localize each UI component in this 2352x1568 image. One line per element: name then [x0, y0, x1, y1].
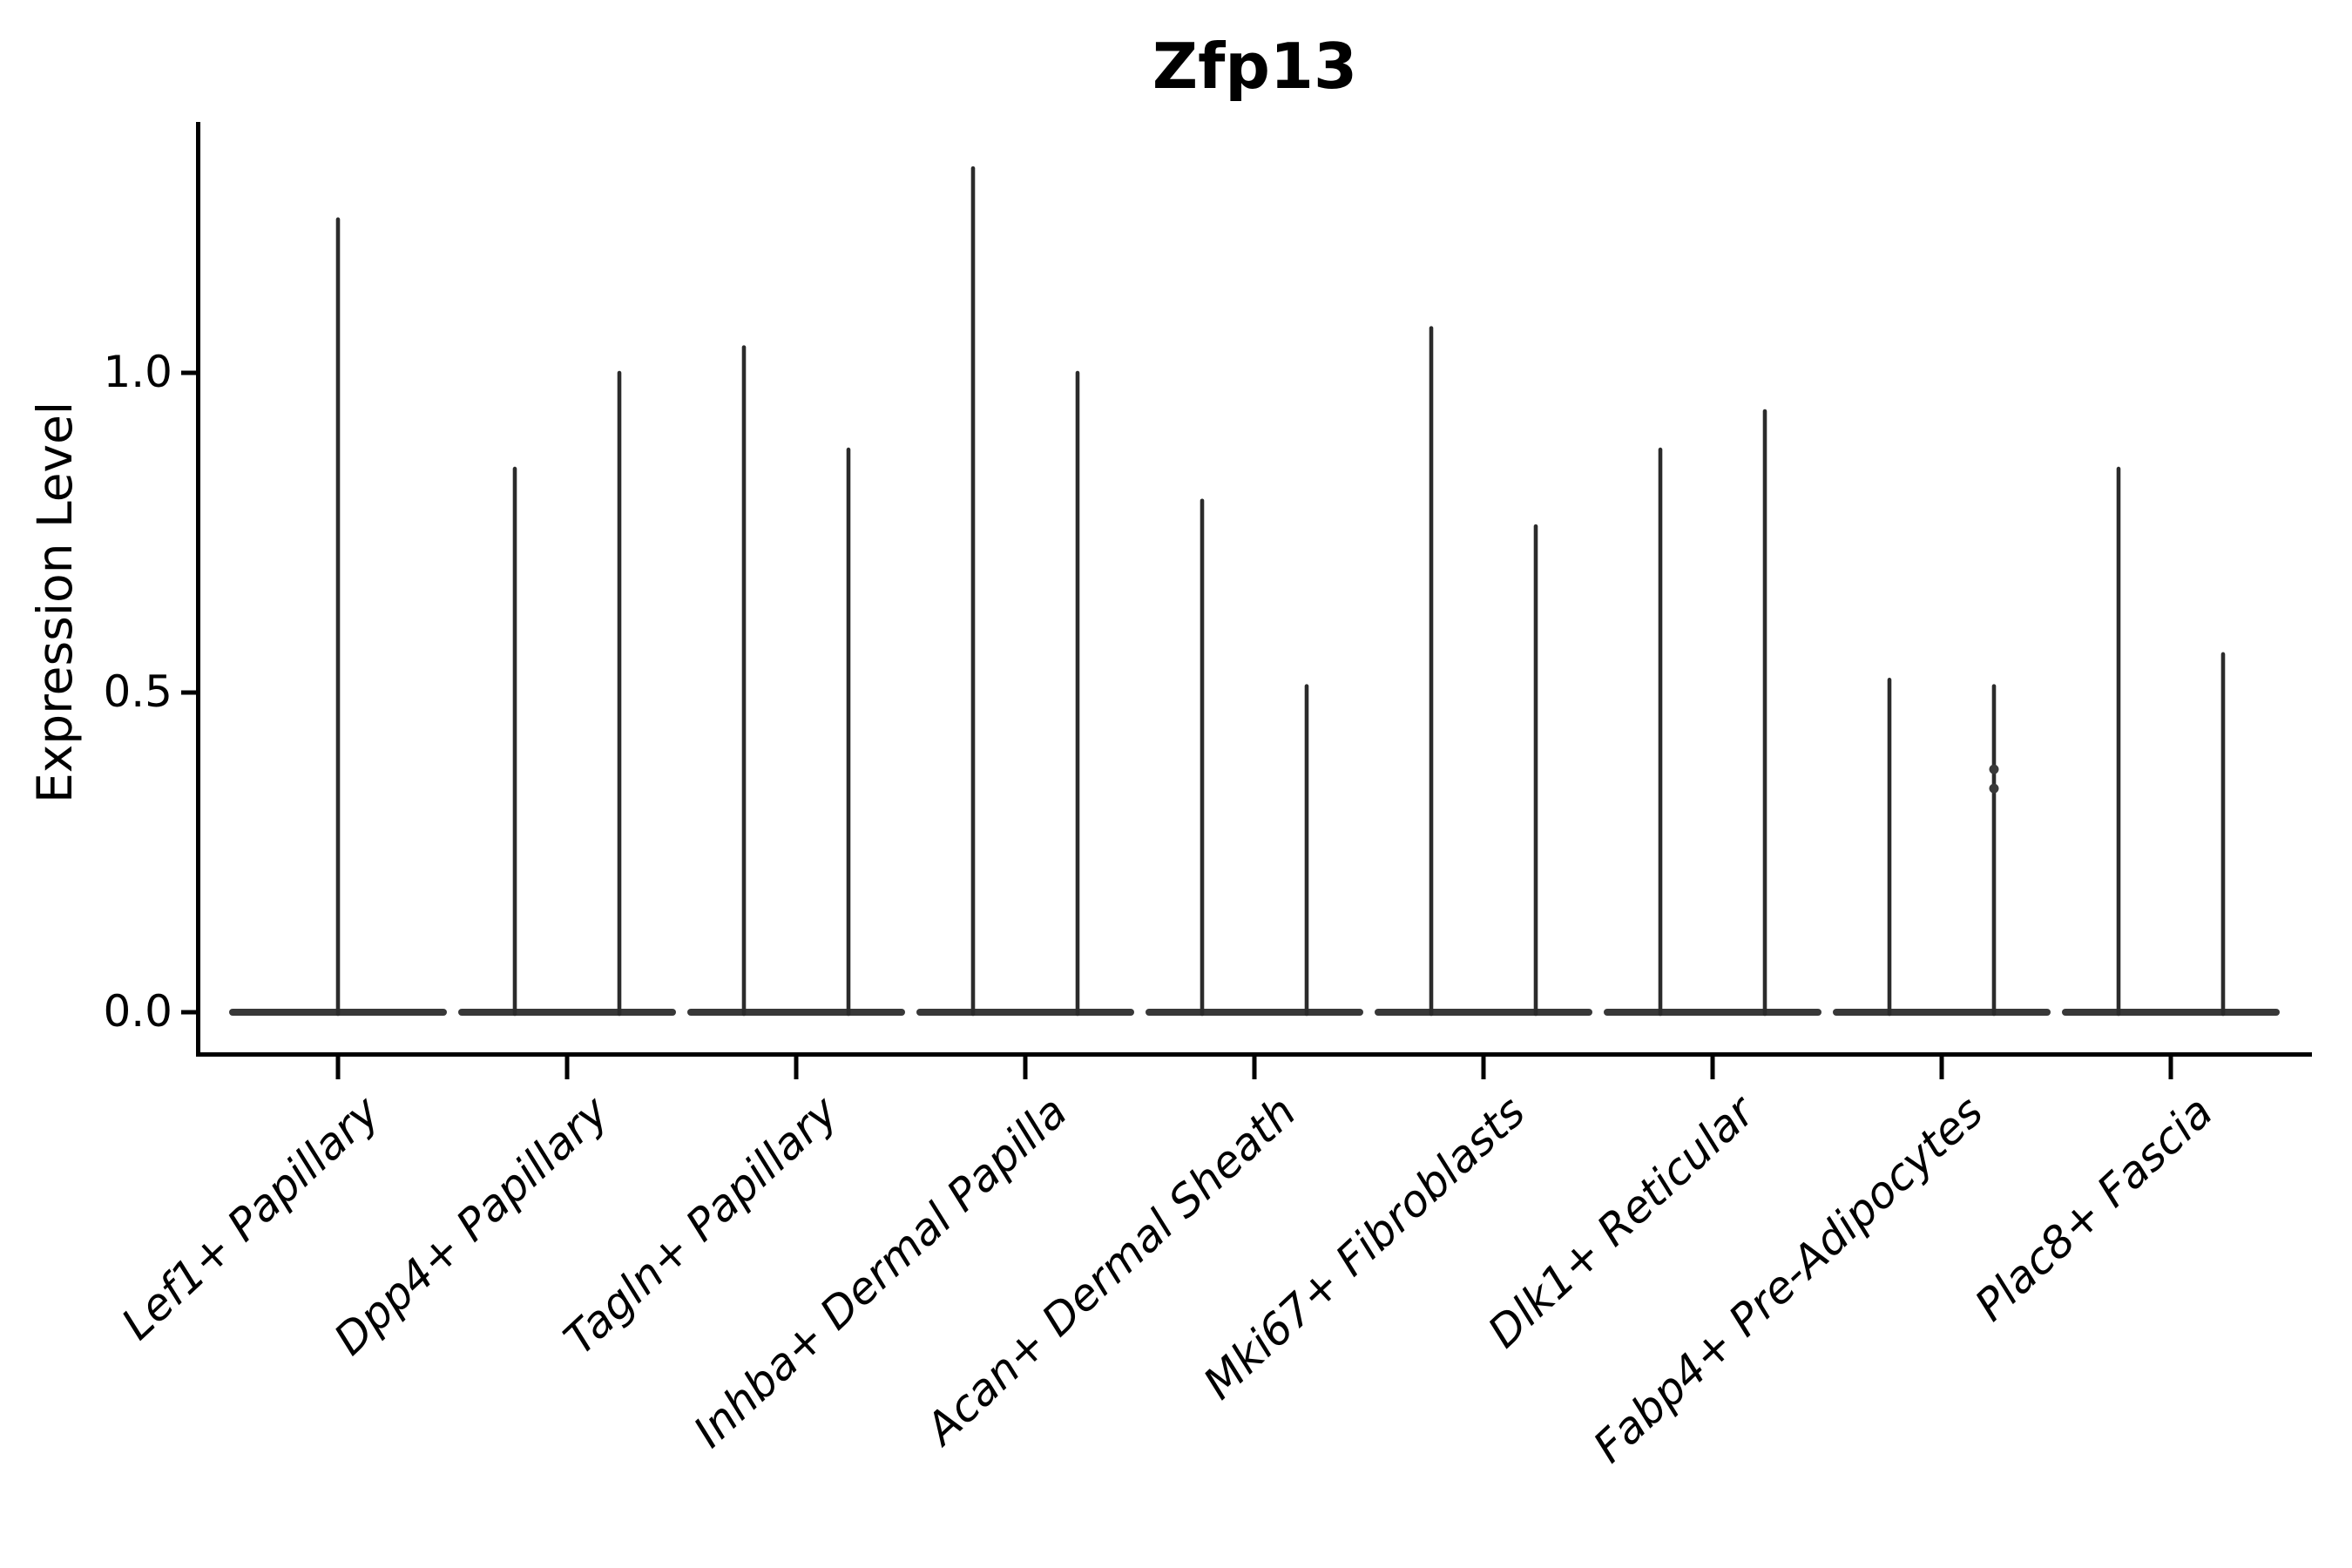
data-point [1989, 783, 1999, 794]
data-point [1989, 764, 1999, 774]
y-tick-label: 0.5 [103, 666, 172, 717]
y-axis-label: Expression Level [27, 401, 83, 803]
y-tick-label: 1.0 [103, 347, 172, 397]
chart-title: Zfp13 [1152, 30, 1358, 103]
y-tick-label: 0.0 [103, 986, 172, 1037]
